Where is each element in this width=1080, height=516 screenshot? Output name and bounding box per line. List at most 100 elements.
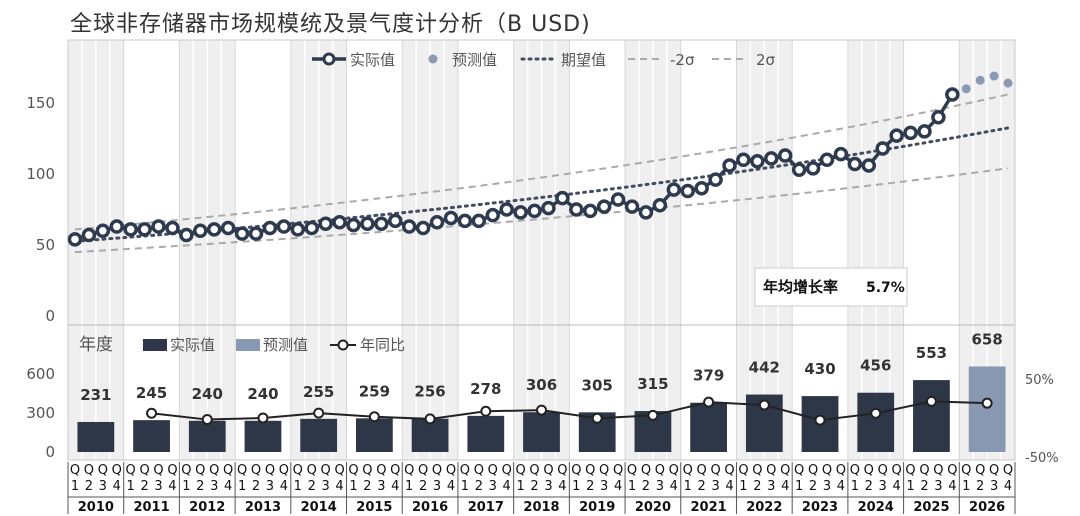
- quarter-number-label: 2: [586, 479, 594, 494]
- bar-y-tick-label: 300: [26, 404, 55, 422]
- actual-data-point: [819, 152, 835, 168]
- annual-bar: [244, 420, 282, 452]
- quarter-prefix-label: Q: [209, 463, 219, 478]
- quarter-prefix-label: Q: [864, 463, 874, 478]
- year-label: 2015: [356, 500, 392, 515]
- quarter-prefix-label: Q: [334, 463, 344, 478]
- year-label: 2016: [412, 500, 448, 515]
- annual-value-label: 259: [359, 382, 390, 400]
- year-label: 2025: [913, 500, 949, 515]
- annual-bar: [690, 402, 728, 452]
- quarter-prefix-label: Q: [724, 463, 734, 478]
- legend-yoy-label: 年同比: [360, 336, 405, 354]
- annual-bar: [467, 415, 505, 452]
- quarter-number-label: 2: [419, 479, 427, 494]
- actual-data-point: [276, 219, 292, 234]
- actual-data-point: [945, 87, 960, 102]
- quarter-number-label: 1: [572, 479, 580, 494]
- annual-bar: [857, 392, 895, 452]
- quarter-number-label: 2: [698, 479, 706, 494]
- quarter-number-label: 2: [753, 479, 761, 494]
- quarter-number-label: 3: [656, 479, 664, 494]
- quarter-prefix-label: Q: [362, 463, 372, 478]
- forecast-data-point: [961, 84, 971, 94]
- quarter-number-label: 3: [321, 479, 329, 494]
- year-label: 2011: [133, 500, 169, 515]
- quarter-prefix-label: Q: [321, 463, 331, 478]
- quarter-number-label: 3: [266, 479, 274, 494]
- actual-data-point: [569, 202, 584, 217]
- quarter-prefix-label: Q: [808, 463, 818, 478]
- legend-bar-actual-label: 实际值: [170, 336, 215, 354]
- forecast-points: [961, 71, 1013, 94]
- yoy-points: [146, 395, 993, 426]
- quarter-number-label: 2: [363, 479, 371, 494]
- annual-value-label: 553: [916, 344, 947, 362]
- quarter-number-label: 1: [405, 479, 413, 494]
- actual-data-point: [638, 205, 654, 220]
- quarter-number-label: 2: [140, 479, 148, 494]
- annual-value-label: 379: [693, 367, 724, 385]
- quarter-number-label: 4: [948, 479, 956, 494]
- quarter-number-label: 4: [503, 479, 511, 494]
- quarter-prefix-label: Q: [752, 463, 762, 478]
- yoy-axis-tick-label: -50%: [1025, 451, 1059, 466]
- quarter-number-label: 4: [614, 479, 622, 494]
- actual-points: [67, 87, 960, 247]
- actual-data-point: [652, 197, 668, 213]
- actual-data-point: [137, 222, 152, 237]
- actual-data-point: [736, 152, 751, 168]
- yoy-point: [814, 414, 826, 426]
- plus-2sigma-line: [74, 93, 1009, 231]
- yoy-point: [201, 414, 213, 426]
- quarter-prefix-label: Q: [474, 463, 484, 478]
- actual-data-point: [875, 141, 890, 156]
- yoy-point: [536, 404, 547, 416]
- quarter-number-label: 2: [475, 479, 483, 494]
- bar-y-tick-label: 600: [26, 365, 55, 383]
- quarter-prefix-label: Q: [780, 463, 790, 478]
- quarter-prefix-label: Q: [878, 463, 888, 478]
- plot-frame: [67, 39, 1016, 461]
- quarter-prefix-label: Q: [766, 463, 776, 478]
- actual-data-point: [401, 219, 417, 234]
- actual-data-point: [220, 220, 236, 236]
- annual-value-label: 305: [582, 376, 613, 394]
- yoy-point: [424, 413, 436, 425]
- quarter-number-label: 3: [154, 479, 162, 494]
- annual-value-label: 240: [247, 385, 278, 403]
- actual-data-point: [346, 217, 361, 233]
- actual-data-point: [750, 153, 765, 169]
- quarter-prefix-label: Q: [98, 463, 108, 478]
- forecast-data-point: [989, 71, 999, 81]
- quarter-prefix-label: Q: [488, 463, 498, 478]
- actual-data-point: [81, 227, 97, 243]
- quarter-prefix-label: Q: [599, 463, 609, 478]
- quarter-prefix-label: Q: [557, 463, 567, 478]
- quarter-number-label: 3: [377, 479, 385, 494]
- yoy-line: [151, 400, 988, 422]
- actual-data-point: [764, 151, 779, 166]
- quarter-prefix-label: Q: [822, 463, 832, 478]
- quarter-gridlines: [67, 40, 1016, 460]
- forecast-data-point: [1003, 78, 1013, 88]
- actual-data-point: [596, 199, 612, 214]
- quarter-prefix-label: Q: [418, 463, 428, 478]
- quarter-number-label: 3: [767, 479, 775, 494]
- year-label: 2018: [523, 500, 559, 515]
- quarter-prefix-label: Q: [947, 463, 957, 478]
- quarter-number-label: 4: [391, 479, 399, 494]
- quarter-prefix-label: Q: [181, 463, 191, 478]
- quarter-number-label: 4: [725, 479, 733, 494]
- quarter-number-label: 4: [335, 479, 343, 494]
- quarter-prefix-label: Q: [502, 463, 512, 478]
- quarter-prefix-label: Q: [1003, 463, 1013, 478]
- quarter-number-label: 2: [196, 479, 204, 494]
- quarter-prefix-label: Q: [390, 463, 400, 478]
- annual-value-label: 231: [80, 386, 111, 404]
- annual-value-label: 442: [749, 359, 780, 377]
- forecast-data-point: [975, 75, 985, 85]
- actual-data-point: [666, 182, 682, 197]
- quarter-number-label: 1: [238, 479, 246, 494]
- legend-bar-actual-swatch: [143, 339, 167, 351]
